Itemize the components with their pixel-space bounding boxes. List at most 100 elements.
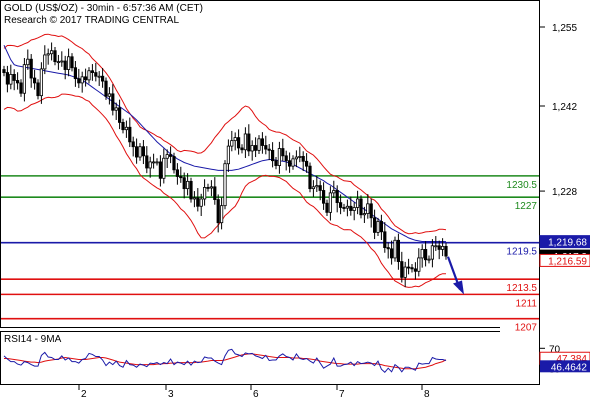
candle-body [36, 82, 40, 97]
candle [369, 198, 373, 228]
candle [223, 160, 227, 210]
time-tick-label: 2 [81, 389, 87, 400]
time-tick-label: 7 [339, 389, 345, 400]
candle [270, 142, 275, 168]
candle-body [107, 93, 111, 97]
candle-body [423, 249, 428, 261]
candle-body [155, 161, 159, 164]
candle-body [134, 146, 139, 158]
candle-body [437, 245, 441, 250]
candle-body [372, 217, 377, 233]
level-label: 1227 [515, 201, 538, 212]
candle-body [315, 185, 319, 188]
candle [175, 163, 179, 185]
candle-body [168, 154, 173, 157]
candle-body [101, 75, 105, 82]
candle-body [196, 197, 200, 207]
candle [168, 146, 173, 164]
candle-body [233, 137, 237, 142]
candle-body [199, 198, 203, 207]
candle [386, 242, 390, 259]
price-tick-label: 1,255 [552, 23, 577, 34]
candle-body [151, 161, 156, 164]
candle-body [338, 202, 343, 208]
candle [434, 236, 438, 251]
candle [420, 244, 424, 268]
candle-body [77, 78, 81, 84]
candle [376, 217, 380, 237]
candle [107, 87, 111, 105]
candle-body [46, 53, 50, 56]
candle [199, 193, 203, 216]
candle [396, 233, 401, 270]
candle [202, 179, 207, 206]
candle-body [383, 231, 387, 248]
price-axis: 1,255 1,242 1,228 [540, 23, 577, 198]
candle [260, 132, 265, 154]
candle-body [97, 75, 101, 78]
candle [403, 261, 407, 288]
candle-body [240, 147, 244, 151]
candle-body [430, 245, 435, 260]
candle-body [148, 161, 152, 169]
candle [230, 130, 234, 152]
candle [39, 62, 44, 104]
candle-body [162, 157, 166, 179]
candle-body [192, 197, 196, 200]
bollinger-bands [3, 33, 447, 288]
candle-body [298, 156, 302, 158]
candle [277, 141, 282, 174]
candle [189, 177, 193, 203]
candle-body [22, 64, 27, 94]
candle [209, 180, 213, 197]
candle-body [12, 74, 16, 81]
candles-layer [2, 42, 448, 288]
candle [379, 214, 384, 240]
forecast-arrow [446, 256, 464, 295]
candle [19, 79, 23, 97]
candle [417, 248, 421, 277]
candle [301, 151, 305, 172]
candle-body [206, 187, 210, 189]
candle-body [104, 80, 108, 97]
candle-body [33, 77, 37, 84]
candle [325, 199, 329, 216]
candle-body [359, 198, 363, 216]
candle [355, 190, 360, 215]
candle [101, 68, 105, 88]
candle-body [230, 140, 234, 147]
candle [90, 64, 94, 81]
candle [134, 138, 139, 164]
candle-body [111, 93, 115, 111]
candle-body [379, 221, 384, 233]
candle-body [400, 261, 404, 278]
candle [141, 140, 145, 165]
candle [192, 191, 196, 208]
candle-body [321, 190, 326, 204]
candle [427, 255, 431, 264]
candle [196, 188, 200, 212]
candle [308, 162, 312, 193]
bollinger-lower [3, 93, 447, 288]
candle [63, 55, 67, 80]
level-label-bg [500, 296, 539, 309]
candle-body [124, 126, 128, 131]
candle [162, 148, 166, 184]
candle-body [253, 145, 258, 151]
candle [104, 77, 108, 100]
candle-body [376, 221, 380, 233]
candle-body [138, 146, 142, 158]
candle [97, 71, 101, 86]
candle [87, 67, 91, 84]
level-label: 1230.5 [506, 180, 537, 191]
candle-body [39, 68, 44, 97]
candle-body [121, 122, 125, 131]
candle-body [87, 70, 91, 81]
price-tag-box [539, 253, 590, 267]
candle-body [281, 148, 285, 157]
level-label-bg [500, 281, 539, 294]
candle [430, 239, 435, 268]
level-label: 1211 [515, 298, 537, 309]
candle [281, 138, 285, 161]
